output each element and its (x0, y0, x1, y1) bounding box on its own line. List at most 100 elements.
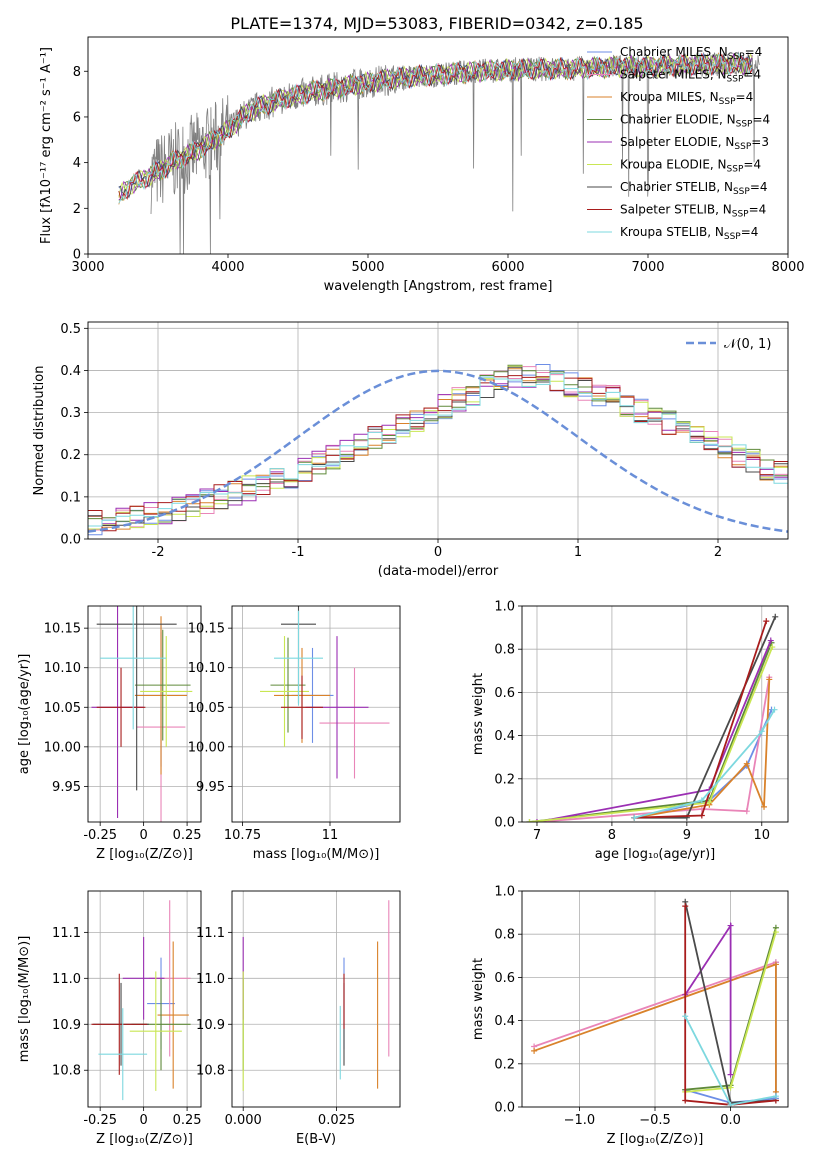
plot-area (531, 898, 779, 1107)
x-tick-label: 9 (683, 828, 691, 843)
weight-marker (682, 1097, 689, 1104)
weight-marker (771, 706, 778, 713)
weight-marker (772, 613, 779, 620)
legend-tail: =4 (741, 225, 759, 239)
x-tick-label: 7000 (631, 260, 664, 275)
legend-label: Kroupa ELODIE, NSSP=4 (620, 158, 761, 175)
x-tick-label: 4000 (211, 260, 244, 275)
legend-tail: =4 (743, 68, 761, 82)
axes-frame (521, 890, 789, 1108)
y-tick-label: 6 (73, 110, 81, 125)
weight-marker (531, 1047, 538, 1054)
y-tick-label: 0.8 (494, 643, 515, 658)
legend-text: Chabrier ELODIE, N (620, 113, 736, 127)
y-axis-label: mass weight (471, 958, 486, 1040)
model-spectrum-line (118, 53, 753, 199)
weight-marker (533, 819, 540, 822)
residual-histogram (88, 378, 788, 525)
legend-label: Chabrier MILES, NSSP=4 (620, 45, 762, 62)
plot-area (91, 900, 191, 1101)
weight-marker (631, 814, 638, 821)
axes-frame (87, 605, 202, 823)
plot-area (91, 606, 193, 822)
legend-text: Chabrier MILES, N (620, 45, 728, 59)
residual-histogram (88, 365, 788, 530)
y-tick-label: 9.95 (196, 780, 225, 795)
plot-area (260, 606, 390, 779)
y-tick-label: 1.0 (494, 885, 515, 900)
weight-marker (727, 1084, 734, 1091)
y-tick-label: 1.0 (494, 600, 515, 615)
x-tick-label: 10 (754, 828, 771, 843)
weight-marker (698, 797, 705, 804)
y-tick-label: 10.00 (188, 740, 225, 755)
y-tick-label: 0.0 (494, 1101, 515, 1116)
x-tick-label: 6000 (491, 260, 524, 275)
legend-tail: =4 (743, 158, 761, 172)
weight-marker (526, 819, 533, 822)
legend-subscript: SSP (719, 97, 736, 107)
y-tick-label: 10.00 (44, 740, 81, 755)
y-tick-label: 11.1 (52, 926, 81, 941)
legend-subscript: SSP (733, 187, 750, 197)
legend-label: Salpeter MILES, NSSP=4 (620, 68, 761, 85)
weight-marker (763, 618, 770, 625)
y-tick-label: 10.15 (44, 622, 81, 637)
legend-tail: =3 (751, 135, 769, 149)
y-tick-label: 0.4 (60, 364, 81, 379)
residual-histogram (88, 366, 788, 526)
panel-weight-vs-age: 7 8 9 10 0.0 0.2 0.4 0.6 0.8 1.0 age [log₁₀(age/yr… (471, 600, 789, 862)
y-tick-label: 4 (73, 156, 81, 171)
weight-marker (706, 799, 713, 806)
x-tick-label: 8 (608, 828, 616, 843)
x-axis-label: Z [log₁₀(Z/Z⊙)] (607, 1132, 704, 1147)
weight-marker (761, 803, 768, 810)
y-axis-label: age [log₁₀(age/yr)] (17, 654, 32, 775)
legend-label: Chabrier ELODIE, NSSP=4 (620, 113, 770, 130)
y-tick-label: 10.05 (188, 701, 225, 716)
y-tick-label: 10.9 (52, 1018, 81, 1033)
y-tick-label: 0.2 (494, 772, 515, 787)
weight-marker (727, 1071, 734, 1078)
y-tick-label: 0.2 (494, 1057, 515, 1072)
y-tick-label: 10.8 (52, 1064, 81, 1079)
panel-age-vs-Z: -0.25 0 0.25 9.95 10.00 10.05 10.10 10.15 Z [log… (17, 605, 202, 862)
legend-tail: =4 (749, 203, 767, 217)
weight-marker (758, 728, 765, 735)
x-axis-label: age [log₁₀(age/yr)] (595, 847, 716, 862)
residual-histogram (88, 375, 788, 532)
weight-marker (767, 637, 774, 644)
x-tick-label: 3000 (71, 260, 104, 275)
normal-reference-curve (88, 369, 788, 533)
y-tick-label: 0.5 (60, 322, 81, 337)
weight-line (533, 961, 777, 1048)
residual-histogram (88, 372, 788, 527)
legend-tail: =4 (736, 90, 754, 104)
y-tick-label: 2 (73, 202, 81, 217)
y-axis-label: mass [log₁₀(M/M⊙)] (17, 936, 32, 1063)
y-tick-label: 0.1 (60, 490, 81, 505)
x-tick-label: 10.75 (224, 828, 261, 843)
x-tick-label: 7 (533, 828, 541, 843)
weight-marker (698, 812, 705, 819)
weight-marker (727, 922, 734, 929)
y-tick-label: 0.2 (60, 448, 81, 463)
y-axis-label: Flux [fλ10⁻¹⁷ erg cm⁻² s⁻¹ A⁻¹] (39, 47, 54, 244)
weight-marker (769, 644, 776, 651)
y-tick-label: 11.0 (52, 972, 81, 987)
model-spectrum-line (118, 53, 753, 198)
legend-text: Salpeter ELODIE, N (620, 135, 734, 149)
legend-label: Salpeter ELODIE, NSSP=3 (620, 135, 769, 152)
plot-area (118, 51, 760, 254)
x-tick-label: -2 (152, 545, 165, 560)
weight-marker (682, 1013, 689, 1020)
legend-subscript: SSP (736, 120, 753, 130)
weight-line (529, 642, 773, 822)
x-axis-label: mass [log₁₀(M/M⊙)] (253, 847, 380, 862)
weight-marker (772, 1093, 779, 1100)
legend-subscript: SSP (732, 210, 749, 220)
weight-marker (743, 808, 750, 815)
legend-text: Kroupa ELODIE, N (620, 158, 727, 172)
model-spectrum-line (118, 52, 753, 204)
